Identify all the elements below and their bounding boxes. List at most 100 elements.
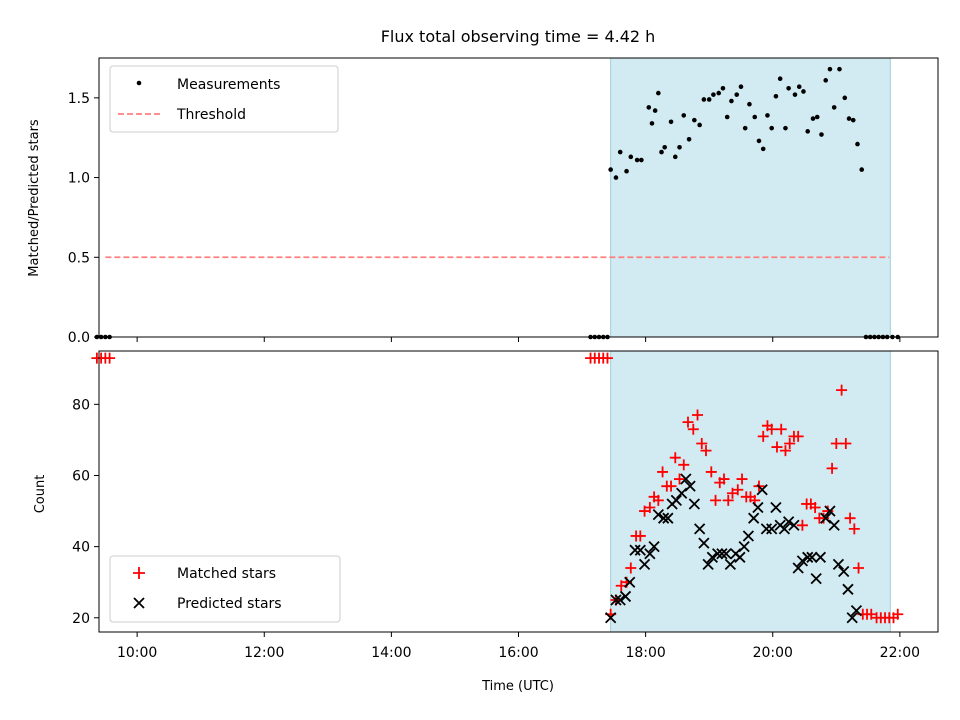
measurements-legend-label: Measurements [177,77,280,93]
matched-star-point [766,423,778,435]
predicted-star-point [684,480,696,492]
measurement-point [672,154,678,160]
matched-star-point [652,494,664,506]
measurement-point [859,167,865,172]
matched-star-point [718,473,730,485]
predicted-star-point [662,512,674,524]
predicted-star-point [820,512,832,524]
predicted-star-point [680,473,692,485]
predicted-star-point [652,508,664,521]
predicted-star-point [698,537,710,549]
bottom-y-tick-label: 20 [72,611,90,627]
bottom-x-tick-label: 10:00 [117,645,157,661]
predicted-star-point [838,565,850,578]
measurement-point [747,101,752,107]
predicted-star-point [760,523,773,535]
predicted-star-point [644,548,656,560]
measurement-point [720,85,726,91]
matched-star-point [892,608,904,620]
predicted-star-point [706,551,718,563]
matched-star-point [818,512,830,524]
threshold-legend-label: Threshold [176,107,246,123]
predicted-star-point [850,605,863,617]
measurement-point [649,121,655,126]
matched-star-point [848,523,860,535]
measurement-point [738,84,744,89]
matched-star-point [809,502,821,514]
measurement-point [652,108,658,113]
matched-star-point [657,466,669,478]
measurement-point [846,116,852,121]
predicted-star-point [806,551,818,563]
top-y-tick-label: 1.0 [68,171,90,187]
predicted-stars-legend-marker [133,597,145,609]
measurement-point [634,157,640,163]
matched-star-point [822,505,834,517]
top-legend: Measurements Threshold [109,65,339,133]
predicted-star-point [802,551,814,563]
matched-star-point [700,445,712,457]
measurement-point [796,84,802,89]
figure-title: Flux total observing time = 4.42 h [381,27,656,46]
measurement-point [706,97,712,102]
predicted-star-point [657,512,670,524]
measurement-point [659,149,664,155]
measurement-point [837,66,842,72]
measurement-point [617,149,623,155]
measurement-point [752,114,758,120]
predicted-star-point [756,484,768,496]
predicted-star-point [614,594,626,606]
matched-star-point [104,352,116,364]
predicted-star-point [770,501,782,514]
bottom-x-tick-label: 16:00 [498,645,538,661]
matched-star-point [710,494,722,506]
predicted-star-point [842,583,854,595]
bottom-y-ticks: 20 40 60 80 [72,397,99,627]
top-y-tick-label: 1.5 [68,91,90,107]
predicted-star-point [720,548,732,560]
measurement-point [677,144,682,150]
predicted-star-point [716,548,728,560]
measurement-point [801,89,806,94]
measurement-point [842,95,848,101]
measurement-point [697,122,702,128]
bottom-legend-box [109,555,341,623]
measurement-point [724,114,730,120]
predicted-star-point [832,558,845,571]
measurement-point [742,125,748,131]
measurement-point [716,90,722,96]
measurement-point [831,105,837,110]
matched-star-point [736,473,748,485]
predicted-star-point [605,612,617,624]
measurement-point [765,113,770,118]
measurement-point [628,154,634,160]
matched-star-point [678,459,690,471]
predicted-star-point [752,501,764,514]
bottom-y-tick-label: 80 [72,397,90,413]
measurement-point [639,157,644,163]
top-y-tick-label: 0.0 [68,330,90,346]
measurement-point [827,66,833,72]
predicted-star-point [792,562,804,574]
bottom-points [91,352,904,624]
predicted-star-point [846,612,858,624]
matched-star-point [601,352,613,364]
matched-star-point [844,512,856,524]
predicted-star-point [766,523,778,535]
predicted-stars-legend-label: Predicted stars [177,596,282,612]
predicted-star-point [634,544,646,556]
measurement-point [681,113,687,118]
matched-star-point [669,452,681,464]
matched-star-point [674,473,686,485]
top-legend-box [109,65,339,133]
measurement-point [850,117,856,123]
predicted-star-point [782,516,795,528]
matched-star-point [625,562,637,574]
measurement-point [686,137,692,142]
predicted-star-point [688,498,700,510]
measurement-point [777,76,783,82]
matched-star-point [634,530,646,542]
matched-star-point [796,519,808,531]
matched-star-point [696,437,708,449]
predicted-star-point [610,594,622,606]
